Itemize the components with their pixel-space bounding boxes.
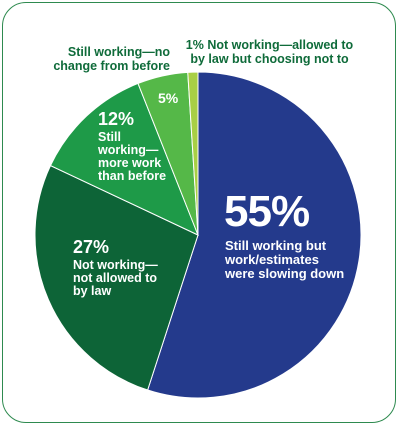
slice-1	[187, 71, 199, 236]
label-55-percent: 55%	[224, 187, 310, 236]
label-still-working-slowing: Still working but work/estimates were sl…	[225, 238, 345, 281]
label-not-allowed-by-law: Not working—not allowed to by law	[73, 258, 158, 298]
label-more-work: Still working—more work than before	[98, 130, 167, 183]
pct-5: 5%	[158, 90, 179, 106]
label-choosing-not-to: 1% Not working—allowed to by law but cho…	[182, 38, 357, 66]
slice-27	[34, 164, 199, 391]
pct-1: 1%	[185, 38, 204, 52]
pct-12: 12%	[98, 109, 135, 129]
label-no-change: Still working—no change from before	[53, 45, 170, 73]
label-1-text: Not working—allowed to by law but choosi…	[190, 38, 354, 66]
slice-55	[146, 71, 362, 399]
pct-55: 55%	[224, 187, 310, 236]
pct-27: 27%	[73, 237, 110, 257]
slice-12	[49, 82, 199, 236]
